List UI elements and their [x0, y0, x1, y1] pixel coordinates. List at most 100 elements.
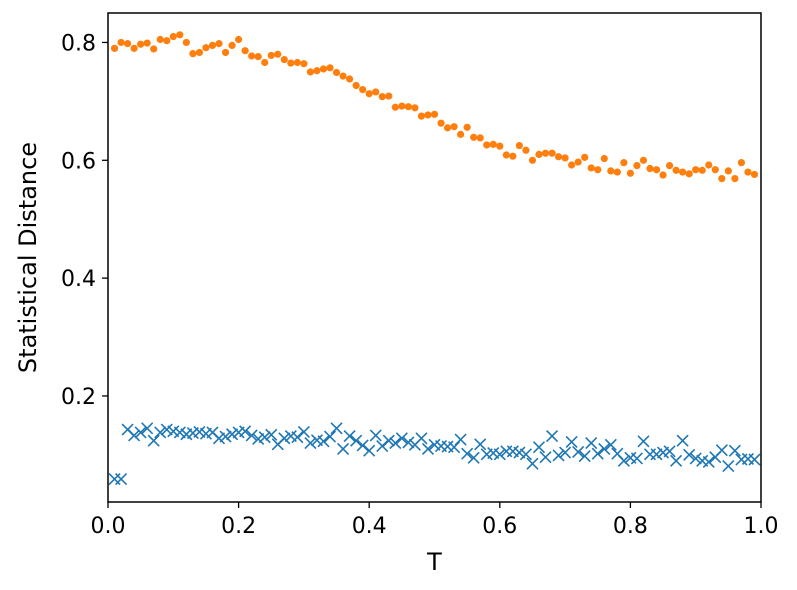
data-point-dot-marker: [659, 171, 667, 179]
data-point-x-marker: [722, 459, 735, 473]
data-point-dot-marker: [744, 168, 752, 176]
data-point-x-marker: [702, 455, 715, 469]
data-point-dot-marker: [665, 161, 674, 170]
data-point-x-marker: [630, 452, 643, 465]
data-point-dot-marker: [306, 68, 315, 76]
data-point-dot-marker: [202, 44, 210, 52]
data-point-x-marker: [369, 429, 382, 442]
data-point-x-marker: [141, 422, 154, 435]
x-tick-label: 0.8: [613, 514, 648, 539]
data-point-x-marker: [552, 449, 565, 462]
data-point-dot-marker: [692, 166, 700, 174]
data-point-dot-marker: [457, 130, 465, 138]
data-point-dot-marker: [254, 52, 262, 61]
data-point-dot-marker: [352, 81, 360, 90]
data-point-x-marker: [461, 447, 474, 460]
data-point-x-marker: [337, 442, 350, 456]
x-tick-label: 0.0: [91, 514, 126, 539]
data-point-dot-marker: [241, 47, 249, 55]
data-point-dot-marker: [679, 168, 687, 176]
data-point-dot-marker: [137, 40, 145, 48]
data-point-dot-marker: [280, 55, 288, 64]
data-point-x-marker: [128, 429, 141, 442]
data-point-x-marker: [134, 426, 147, 439]
data-point-x-marker: [545, 429, 559, 443]
data-point-dot-marker: [600, 154, 608, 163]
series-1: [110, 31, 759, 183]
data-point-dot-marker: [698, 166, 706, 174]
data-point-dot-marker: [705, 161, 713, 169]
data-point-dot-marker: [248, 52, 256, 60]
data-point-x-marker: [670, 454, 683, 467]
data-point-x-marker: [467, 451, 480, 464]
y-axis-label: Statistical Distance: [14, 142, 42, 373]
data-point-x-marker: [539, 451, 552, 464]
data-point-x-marker: [219, 430, 232, 443]
data-point-dot-marker: [398, 102, 406, 110]
data-point-dot-marker: [417, 112, 426, 120]
data-point-dot-marker: [718, 174, 726, 183]
data-point-dot-marker: [522, 146, 530, 154]
data-point-dot-marker: [548, 149, 556, 157]
data-point-dot-marker: [430, 110, 439, 118]
data-point-x-marker: [637, 435, 650, 448]
data-point-x-marker: [454, 433, 467, 446]
data-point-dot-marker: [110, 44, 119, 52]
data-point-dot-marker: [470, 133, 478, 141]
data-point-dot-marker: [437, 119, 445, 127]
data-point-dot-marker: [574, 158, 582, 166]
data-point-dot-marker: [163, 37, 171, 45]
data-point-x-marker: [343, 429, 356, 443]
data-point-dot-marker: [568, 161, 576, 169]
data-point-x-marker: [147, 434, 160, 447]
data-point-dot-marker: [404, 103, 412, 111]
data-point-x-marker: [598, 442, 611, 456]
data-point-x-marker: [154, 426, 167, 439]
data-point-dot-marker: [156, 35, 164, 44]
data-point-dot-marker: [613, 168, 621, 176]
y-tick-label: 0.2: [61, 385, 96, 410]
data-point-x-marker: [565, 435, 578, 448]
data-point-x-marker: [304, 437, 317, 450]
data-point-dot-marker: [463, 123, 471, 131]
data-point-x-marker: [265, 428, 278, 441]
y-tick-label: 0.8: [61, 31, 96, 56]
data-point-dot-marker: [261, 58, 269, 67]
data-point-dot-marker: [346, 75, 354, 83]
data-point-dot-marker: [287, 59, 295, 67]
x-axis-ticks: 0.0 0.2 0.4 0.6 0.8 1.0: [91, 502, 779, 539]
data-point-dot-marker: [143, 39, 151, 47]
data-point-x-marker: [604, 438, 617, 451]
data-point-x-marker: [578, 449, 591, 463]
data-point-dot-marker: [594, 166, 602, 174]
data-point-x-marker: [493, 448, 506, 461]
data-point-dot-marker: [228, 41, 236, 50]
data-point-x-marker: [363, 444, 376, 457]
data-point-dot-marker: [385, 92, 393, 100]
data-point-dot-marker: [626, 169, 635, 177]
y-tick-label: 0.4: [61, 267, 96, 292]
data-point-x-marker: [291, 431, 304, 444]
data-point-x-marker: [382, 434, 395, 447]
data-point-dot-marker: [208, 41, 217, 50]
data-point-dot-marker: [476, 134, 484, 142]
data-point-dot-marker: [737, 159, 746, 167]
data-point-x-marker: [350, 434, 363, 447]
data-point-dot-marker: [378, 93, 386, 101]
data-point-x-marker: [663, 445, 676, 458]
data-point-dot-marker: [365, 90, 373, 98]
data-point-dot-marker: [221, 48, 230, 57]
data-point-dot-marker: [189, 50, 197, 58]
data-point-dot-marker: [607, 167, 615, 175]
data-point-dot-marker: [711, 166, 719, 174]
data-point-x-marker: [402, 436, 415, 449]
data-point-dot-marker: [372, 88, 380, 96]
data-point-x-marker: [676, 434, 689, 447]
data-point-dot-marker: [646, 164, 654, 173]
data-point-x-marker: [474, 438, 487, 451]
data-point-dot-marker: [130, 44, 138, 52]
data-point-dot-marker: [274, 50, 282, 58]
data-point-x-marker: [356, 439, 369, 452]
data-point-dot-marker: [424, 111, 432, 119]
